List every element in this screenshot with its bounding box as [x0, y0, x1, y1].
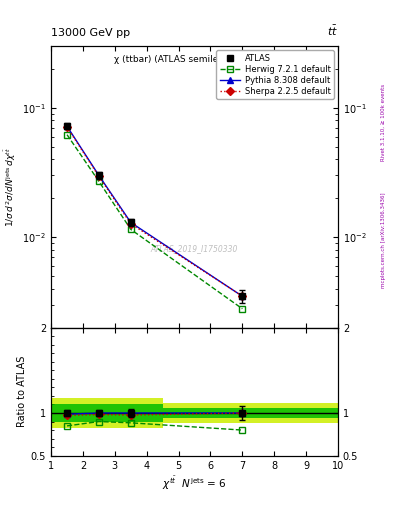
Text: $t\bar{t}$: $t\bar{t}$ [327, 24, 338, 38]
Y-axis label: Ratio to ATLAS: Ratio to ATLAS [17, 356, 27, 428]
Text: mcplots.cern.ch [arXiv:1306.3436]: mcplots.cern.ch [arXiv:1306.3436] [381, 193, 386, 288]
X-axis label: $\chi^{t\bar{t}}$  $N^{\rm jets}$ = 6: $\chi^{t\bar{t}}$ $N^{\rm jets}$ = 6 [162, 475, 227, 492]
Text: 13000 GeV pp: 13000 GeV pp [51, 28, 130, 38]
Text: ATLAS_2019_I1750330: ATLAS_2019_I1750330 [151, 244, 238, 253]
Legend: ATLAS, Herwig 7.2.1 default, Pythia 8.308 default, Sherpa 2.2.5 default: ATLAS, Herwig 7.2.1 default, Pythia 8.30… [216, 50, 334, 99]
Y-axis label: $1/\sigma\,d^2\sigma/dN^{\rm jets}\,d\chi^{t\bar{t}}$: $1/\sigma\,d^2\sigma/dN^{\rm jets}\,d\ch… [2, 147, 18, 227]
Text: χ (ttbar) (ATLAS semileptonic ttbar): χ (ttbar) (ATLAS semileptonic ttbar) [114, 55, 275, 63]
Text: Rivet 3.1.10, ≥ 100k events: Rivet 3.1.10, ≥ 100k events [381, 84, 386, 161]
